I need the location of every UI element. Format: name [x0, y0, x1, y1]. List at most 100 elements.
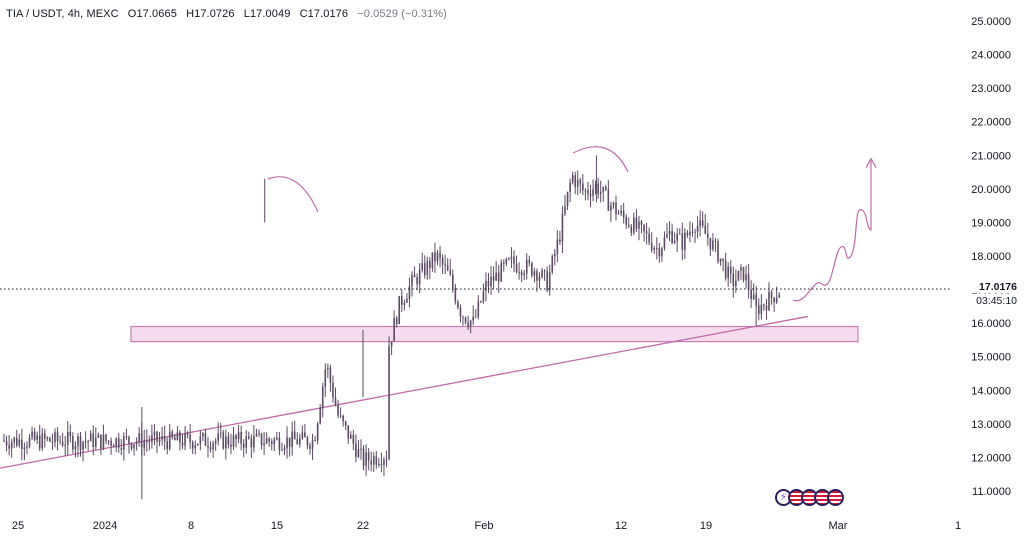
candle [342, 414, 344, 427]
candle [69, 424, 72, 443]
candle [329, 364, 332, 392]
y-tick-label: 15.0000 [971, 352, 1011, 364]
top-arc-2[interactable] [572, 146, 629, 173]
candle [752, 283, 755, 301]
candle [773, 296, 775, 312]
candle [92, 425, 95, 456]
candle [454, 283, 457, 305]
candle [477, 295, 480, 320]
y-tick-label: 12.0000 [971, 452, 1011, 464]
candle [727, 262, 729, 287]
symbol-title[interactable]: TIA / USDT, 4h, MEXC [6, 8, 119, 20]
candle [515, 255, 518, 274]
candle [186, 431, 189, 439]
y-tick-label: 13.0000 [971, 419, 1011, 431]
candle [612, 201, 615, 209]
candle [23, 442, 26, 461]
candle [194, 440, 197, 455]
candle [671, 223, 673, 245]
support-zone[interactable] [130, 325, 859, 343]
x-tick-label: 15 [271, 520, 283, 532]
candle [551, 254, 554, 275]
candle [411, 271, 413, 297]
candle [388, 336, 390, 461]
us-flag-icon[interactable] [827, 489, 844, 506]
candle [630, 224, 633, 237]
event-badges[interactable]: ⚡ [775, 489, 844, 506]
candle [531, 261, 533, 278]
ascending-trendline[interactable] [0, 315, 809, 469]
candle [747, 264, 750, 299]
candle [617, 209, 620, 215]
candle [66, 421, 69, 455]
candle [712, 233, 714, 252]
candle [153, 424, 156, 446]
candle [390, 341, 393, 356]
candle [209, 441, 212, 453]
candle [15, 429, 18, 448]
candle [525, 253, 528, 280]
candle [719, 258, 722, 266]
candle [26, 441, 28, 455]
candle [311, 433, 314, 460]
y-tick-label: 14.0000 [971, 385, 1011, 397]
candle [367, 447, 370, 471]
candle [500, 259, 503, 283]
candle [398, 295, 401, 325]
candle [610, 201, 612, 222]
candle [765, 299, 768, 320]
candle [724, 252, 727, 281]
projected-path[interactable] [792, 160, 872, 302]
candle [643, 224, 645, 242]
candle [5, 435, 8, 452]
candle [676, 228, 678, 252]
ohlc-close: C17.0176 [299, 8, 349, 20]
candle [288, 437, 291, 457]
y-tick-label: 25.0000 [971, 16, 1011, 28]
top-arc-1[interactable] [267, 176, 319, 213]
candle [429, 257, 431, 279]
candle [245, 429, 248, 454]
candle [620, 205, 622, 217]
candle [225, 429, 227, 460]
candle [508, 257, 510, 261]
candle [212, 440, 214, 458]
candle [666, 223, 668, 239]
x-tick-label: 22 [357, 520, 369, 532]
candle [125, 428, 128, 440]
candle [360, 439, 362, 460]
candle [337, 400, 339, 419]
candle [635, 209, 638, 233]
candle [227, 432, 230, 449]
candle [189, 424, 191, 449]
candle [89, 430, 92, 442]
candle [168, 423, 171, 451]
candle [352, 429, 355, 451]
candle [56, 427, 59, 451]
x-tick-label: 8 [188, 520, 194, 532]
y-tick-label: 21.0000 [971, 150, 1011, 162]
candle [431, 252, 434, 272]
candle [444, 254, 446, 274]
candle [319, 404, 321, 425]
candle [434, 242, 436, 273]
candle [546, 266, 548, 293]
candle [166, 437, 168, 455]
candle [599, 180, 602, 203]
candle [21, 428, 23, 461]
candle [13, 436, 15, 449]
candle [701, 211, 704, 229]
candle [469, 319, 472, 334]
candle [120, 438, 123, 456]
candle [41, 428, 44, 452]
ohlc-high: H17.0726 [186, 8, 235, 20]
candle [737, 270, 740, 282]
y-tick-label: 22.0000 [971, 117, 1011, 129]
x-tick-label: 25 [12, 520, 24, 532]
candle [592, 179, 594, 202]
candle [482, 283, 485, 304]
candle [372, 452, 375, 473]
candle [133, 443, 135, 456]
